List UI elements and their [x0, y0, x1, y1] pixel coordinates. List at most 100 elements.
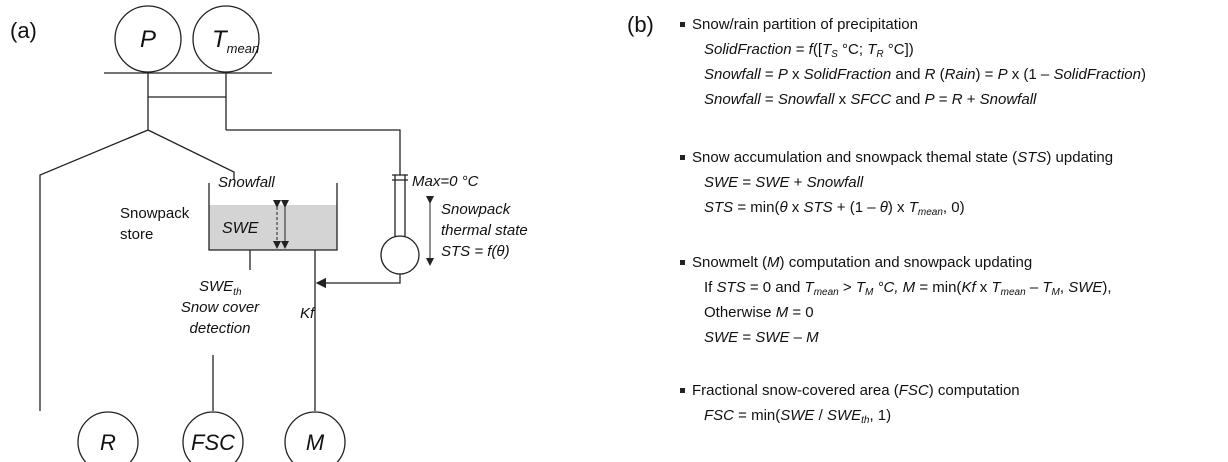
text-fragment: M — [767, 254, 780, 271]
equation: Snowfall = P x SolidFraction and R (Rain… — [680, 62, 1146, 87]
text-fragment: SolidFraction — [704, 41, 792, 58]
text-fragment: °C]) — [883, 41, 914, 58]
text-fragment: STS — [1017, 149, 1047, 166]
text-fragment: M — [775, 304, 789, 321]
text-fragment: θ — [779, 199, 788, 216]
text-fragment: P — [777, 66, 788, 83]
node-label: P — [140, 26, 156, 53]
text-fragment: P — [997, 66, 1008, 83]
thermal-label: Snowpack — [441, 201, 512, 218]
panel-label: (b) — [627, 12, 654, 37]
connector — [39, 72, 401, 411]
text-fragment: P — [924, 91, 935, 108]
text-fragment: T — [855, 279, 865, 296]
node-circle — [114, 5, 182, 73]
text-fragment: SWE — [826, 407, 862, 424]
text-fragment: ) x — [887, 199, 909, 216]
text-fragment: x — [787, 199, 804, 216]
text-fragment: Snow accumulation and snowpack themal st… — [692, 149, 1018, 166]
text-fragment: ) = — [975, 66, 998, 83]
text-fragment: ) computation — [928, 382, 1020, 399]
swe-th-label: SWEth — [199, 278, 242, 298]
text-fragment: Snowfall — [704, 91, 761, 108]
thermal-label: thermal state — [441, 222, 528, 239]
subscript: M — [1051, 287, 1060, 298]
text-fragment: Fractional snow-covered area ( — [692, 382, 899, 399]
node-circle — [284, 411, 346, 462]
detection-label: detection — [190, 320, 251, 337]
text-fragment: SWE — [1068, 279, 1103, 296]
panel-label: (a) — [10, 18, 37, 43]
text-fragment: = — [760, 91, 778, 108]
subscript: S — [831, 49, 838, 60]
text-fragment: / — [814, 407, 827, 424]
swe-th-label: SWE — [199, 278, 234, 295]
text-fragment: + (1 – — [832, 199, 880, 216]
thermometer — [392, 174, 408, 237]
text-fragment: M — [806, 329, 819, 346]
node-subscript: mean — [227, 41, 260, 56]
kf-label: Kf — [300, 305, 316, 322]
text-fragment: = min( — [733, 199, 780, 216]
text-fragment: θ — [879, 199, 888, 216]
text-fragment: T — [908, 199, 918, 216]
subscript: mean — [917, 207, 943, 218]
text-fragment: °C, M — [873, 279, 916, 296]
text-fragment: ) computation and snowpack updating — [779, 254, 1033, 271]
node-label: M — [306, 430, 325, 455]
text-fragment: x (1 – — [1007, 66, 1054, 83]
arrow — [315, 274, 401, 289]
section: Snowmelt (M) computation and snowpack up… — [680, 250, 1112, 350]
text-fragment: SWE — [704, 329, 739, 346]
node-circle — [192, 5, 260, 73]
text-fragment: = — [738, 174, 756, 191]
connector — [212, 250, 316, 411]
snowfall-label: Snowfall — [218, 174, 275, 191]
text-fragment: and — [891, 91, 925, 108]
text-fragment: R — [924, 66, 936, 83]
text-fragment: SFCC — [850, 91, 892, 108]
text-fragment: = — [934, 91, 952, 108]
text-fragment: – — [789, 329, 807, 346]
panel-b: (b) Snow/rain partition of precipitation… — [620, 0, 1220, 462]
text-fragment: STS — [803, 199, 833, 216]
text-fragment: T — [804, 279, 814, 296]
text-fragment: ([ — [812, 41, 822, 58]
text-fragment: T — [1042, 279, 1052, 296]
section-heading: Snow/rain partition of precipitation — [680, 12, 1146, 37]
subscript: M — [864, 287, 874, 298]
swe-label: SWE — [222, 220, 259, 237]
thermal-label: STS = f(θ) — [441, 243, 510, 260]
text-fragment: If — [704, 279, 717, 296]
text-fragment: > — [838, 279, 856, 296]
text-fragment: f — [808, 41, 813, 58]
text-fragment: Snowfall — [806, 174, 864, 191]
equation: STS = min(θ x STS + (1 – θ) x Tmean, 0) — [680, 195, 1113, 220]
subscript: R — [876, 49, 884, 60]
text-fragment: Snow/rain partition of precipitation — [692, 16, 918, 33]
text-fragment: = 0 — [788, 304, 814, 321]
tank — [208, 183, 338, 251]
text-fragment: x — [787, 66, 804, 83]
text-fragment: = — [760, 66, 778, 83]
section-heading: Snow accumulation and snowpack themal st… — [680, 145, 1113, 170]
subscript: th — [861, 415, 870, 426]
text-fragment: T — [991, 279, 1001, 296]
text-fragment: T — [867, 41, 877, 58]
equation: SolidFraction = f([TS °C; TR °C]) — [680, 37, 1146, 62]
section: Fractional snow-covered area (FSC) compu… — [680, 378, 1020, 428]
text-fragment: x — [834, 91, 851, 108]
text-fragment: SWE — [755, 174, 790, 191]
equation: If STS = 0 and Tmean > TM °C, M = min(Kf… — [680, 275, 1112, 300]
text-fragment: = min( — [915, 279, 962, 296]
text-fragment: SolidFraction — [1053, 66, 1141, 83]
swe-th-subscript: th — [233, 287, 242, 298]
node-label: T — [212, 26, 229, 53]
text-fragment: + — [789, 174, 807, 191]
text-fragment: T — [822, 41, 832, 58]
detection-label: Snow cover — [181, 299, 260, 316]
text-fragment: and — [891, 66, 925, 83]
node-circle — [77, 411, 139, 462]
text-fragment: °C; — [837, 41, 868, 58]
